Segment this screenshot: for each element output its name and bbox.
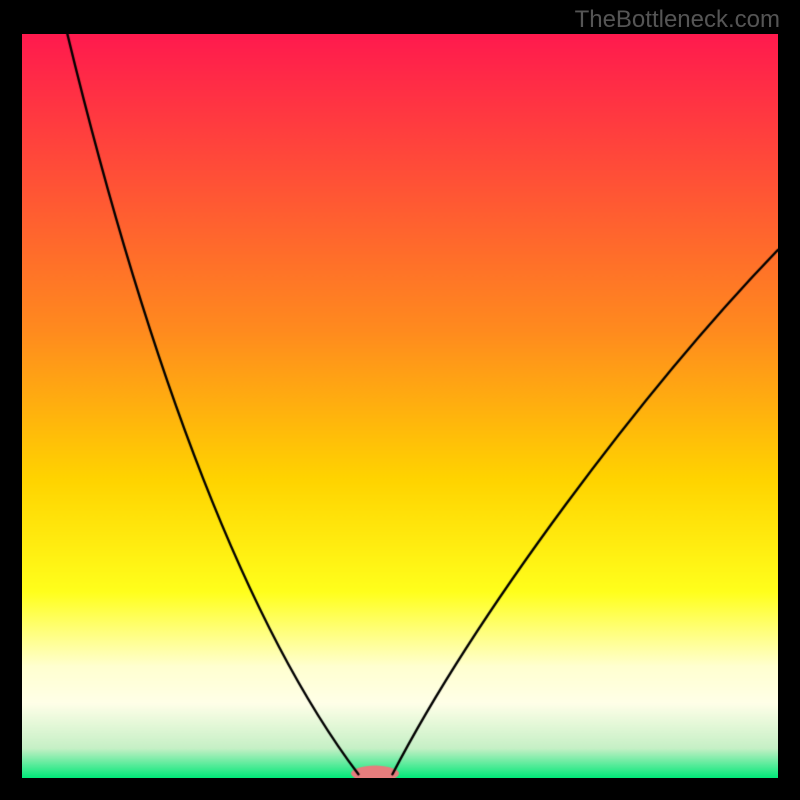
watermark-text: TheBottleneck.com	[575, 6, 780, 34]
plot-canvas	[22, 34, 778, 778]
figure-root: TheBottleneck.com	[0, 0, 800, 800]
plot-area	[22, 34, 778, 778]
